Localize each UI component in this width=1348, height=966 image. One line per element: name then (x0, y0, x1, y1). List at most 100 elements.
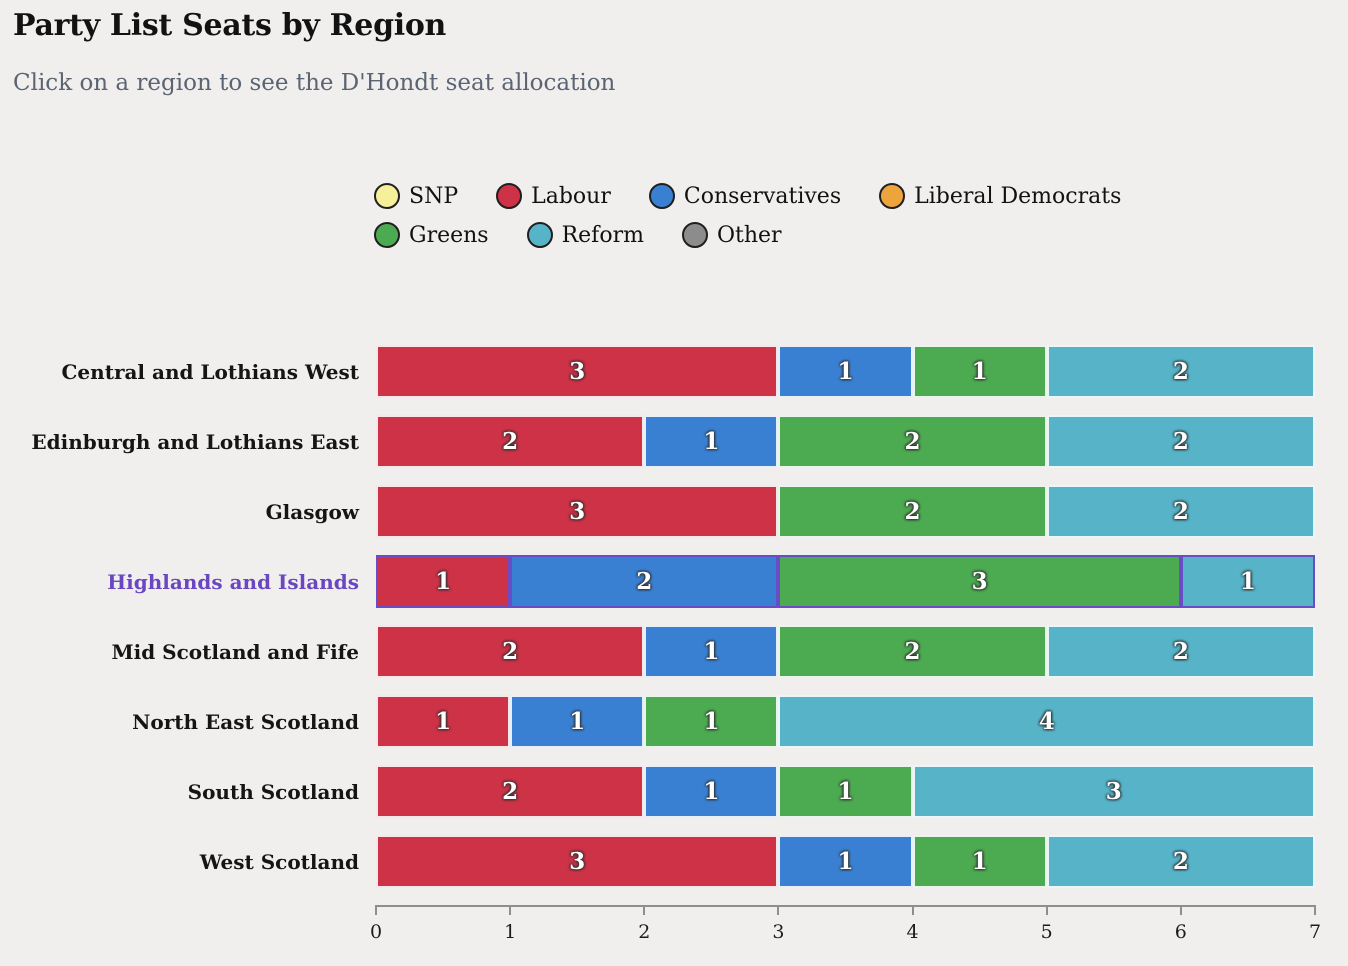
segment-value: 2 (904, 428, 921, 455)
bar-segment-edinburgh-and-lothians-east-labour[interactable]: 2 (376, 415, 645, 468)
bar-segment-mid-scotland-and-fife-greens[interactable]: 2 (778, 625, 1047, 678)
bar-segment-edinburgh-and-lothians-east-conservatives[interactable]: 1 (644, 415, 779, 468)
region-label-glasgow: Glasgow (265, 499, 359, 524)
region-label-north-east-scotland: North East Scotland (132, 709, 359, 734)
chart-rows: Central and Lothians West 3 1 1 2 Edinburgh a… (16, 345, 1315, 888)
bar-segment-north-east-scotland-conservatives[interactable]: 1 (510, 695, 645, 748)
region-row-glasgow[interactable]: Glasgow 3 2 2 (16, 485, 1315, 538)
bar-segment-central-and-lothians-west-labour[interactable]: 3 (376, 345, 779, 398)
region-bar-central-and-lothians-west[interactable]: 3 1 1 2 (376, 345, 1315, 398)
bar-segment-west-scotland-greens[interactable]: 1 (912, 835, 1047, 888)
bar-segment-highlands-and-islands-reform[interactable]: 1 (1180, 555, 1315, 608)
legend-swatch-other-icon (681, 222, 708, 248)
segment-value: 1 (837, 778, 854, 805)
bar-segment-glasgow-labour[interactable]: 3 (376, 485, 779, 538)
x-axis-tick (1179, 905, 1182, 915)
legend-label-labour: Labour (531, 183, 611, 209)
segment-value: 1 (1239, 568, 1256, 595)
region-bar-west-scotland[interactable]: 3 1 1 2 (376, 835, 1315, 888)
legend-item-conservatives: Conservatives (648, 183, 842, 209)
segment-value: 1 (435, 708, 452, 735)
bar-segment-central-and-lothians-west-greens[interactable]: 1 (912, 345, 1047, 398)
x-axis-line (376, 905, 1315, 907)
segment-value: 2 (1172, 498, 1189, 525)
region-label-west-scotland: West Scotland (199, 849, 359, 874)
page-title: Party List Seats by Region (13, 8, 447, 43)
bar-segment-west-scotland-reform[interactable]: 2 (1046, 835, 1315, 888)
segment-value: 2 (1172, 638, 1189, 665)
segment-value: 2 (904, 498, 921, 525)
segment-value: 2 (502, 428, 519, 455)
legend: SNP Labour Conservatives Liberal Democrats G… (374, 183, 1169, 248)
region-bar-south-scotland[interactable]: 2 1 1 3 (376, 765, 1315, 818)
x-axis-tick (911, 905, 914, 915)
segment-value: 3 (1105, 778, 1122, 805)
bar-segment-west-scotland-conservatives[interactable]: 1 (778, 835, 913, 888)
bar-segment-north-east-scotland-labour[interactable]: 1 (376, 695, 511, 748)
bar-segment-central-and-lothians-west-conservatives[interactable]: 1 (778, 345, 913, 398)
segment-value: 2 (1172, 358, 1189, 385)
legend-swatch-greens-icon (374, 222, 400, 248)
bar-segment-highlands-and-islands-greens[interactable]: 3 (778, 555, 1181, 608)
bar-segment-highlands-and-islands-labour[interactable]: 1 (376, 555, 511, 608)
region-row-mid-scotland-and-fife[interactable]: Mid Scotland and Fife 2 1 2 2 (16, 625, 1315, 678)
legend-item-greens: Greens (374, 222, 489, 248)
bar-segment-west-scotland-labour[interactable]: 3 (376, 835, 779, 888)
bar-segment-glasgow-greens[interactable]: 2 (778, 485, 1047, 538)
bar-segment-north-east-scotland-reform[interactable]: 4 (778, 695, 1315, 748)
bar-segment-edinburgh-and-lothians-east-reform[interactable]: 2 (1046, 415, 1315, 468)
region-row-edinburgh-and-lothians-east[interactable]: Edinburgh and Lothians East 2 1 2 2 (16, 415, 1315, 468)
legend-item-liberal-democrats: Liberal Democrats (879, 183, 1121, 209)
bar-segment-mid-scotland-and-fife-reform[interactable]: 2 (1046, 625, 1315, 678)
segment-value: 1 (569, 708, 586, 735)
region-bar-north-east-scotland[interactable]: 1 1 1 4 (376, 695, 1315, 748)
x-axis-tick-label: 7 (1308, 921, 1322, 943)
bar-segment-south-scotland-greens[interactable]: 1 (778, 765, 913, 818)
seats-by-region-chart: Central and Lothians West 3 1 1 2 Edinburgh a… (16, 345, 1321, 955)
bar-segment-edinburgh-and-lothians-east-greens[interactable]: 2 (778, 415, 1047, 468)
segment-value: 1 (837, 358, 854, 385)
legend-label-conservatives: Conservatives (683, 183, 842, 209)
legend-label-reform: Reform (561, 222, 644, 248)
region-row-north-east-scotland[interactable]: North East Scotland 1 1 1 4 (16, 695, 1315, 748)
bar-segment-south-scotland-reform[interactable]: 3 (912, 765, 1315, 818)
region-bar-highlands-and-islands[interactable]: 1 2 3 1 (376, 555, 1315, 608)
region-bar-glasgow[interactable]: 3 2 2 (376, 485, 1315, 538)
legend-label-greens: Greens (409, 222, 489, 248)
bar-segment-central-and-lothians-west-reform[interactable]: 2 (1046, 345, 1315, 398)
x-axis-tick (1045, 905, 1048, 915)
region-row-highlands-and-islands[interactable]: Highlands and Islands 1 2 3 1 (16, 555, 1315, 608)
x-axis-tick-label: 0 (369, 921, 383, 943)
bar-segment-glasgow-reform[interactable]: 2 (1046, 485, 1315, 538)
bar-segment-south-scotland-labour[interactable]: 2 (376, 765, 645, 818)
segment-value: 3 (569, 498, 586, 525)
region-label-mid-scotland-and-fife: Mid Scotland and Fife (111, 639, 360, 664)
legend-swatch-liberal-democrats-icon (879, 183, 906, 209)
bar-segment-highlands-and-islands-conservatives[interactable]: 2 (510, 555, 779, 608)
bar-segment-mid-scotland-and-fife-labour[interactable]: 2 (376, 625, 645, 678)
segment-value: 3 (569, 358, 586, 385)
segment-value: 1 (837, 848, 854, 875)
segment-value: 1 (971, 358, 988, 385)
segment-value: 2 (904, 638, 921, 665)
x-axis-tick-label: 5 (1040, 921, 1053, 943)
segment-value: 1 (971, 848, 988, 875)
region-bar-mid-scotland-and-fife[interactable]: 2 1 2 2 (376, 625, 1315, 678)
segment-value: 2 (502, 778, 519, 805)
bar-segment-mid-scotland-and-fife-conservatives[interactable]: 1 (644, 625, 779, 678)
bar-segment-south-scotland-conservatives[interactable]: 1 (644, 765, 779, 818)
region-row-central-and-lothians-west[interactable]: Central and Lothians West 3 1 1 2 (16, 345, 1315, 398)
region-label-south-scotland: South Scotland (187, 779, 359, 804)
x-axis-tick (1314, 905, 1316, 915)
segment-value: 1 (703, 708, 720, 735)
legend-label-snp: SNP (409, 183, 459, 209)
region-row-west-scotland[interactable]: West Scotland 3 1 1 2 (16, 835, 1315, 888)
page-subtitle: Click on a region to see the D'Hondt sea… (13, 70, 616, 96)
bar-segment-north-east-scotland-greens[interactable]: 1 (644, 695, 779, 748)
region-bar-edinburgh-and-lothians-east[interactable]: 2 1 2 2 (376, 415, 1315, 468)
legend-label-liberal-democrats: Liberal Democrats (914, 183, 1122, 209)
region-row-south-scotland[interactable]: South Scotland 2 1 1 3 (16, 765, 1315, 818)
segment-value: 2 (1172, 848, 1189, 875)
legend-item-other: Other (681, 222, 782, 248)
segment-value: 2 (1172, 428, 1189, 455)
